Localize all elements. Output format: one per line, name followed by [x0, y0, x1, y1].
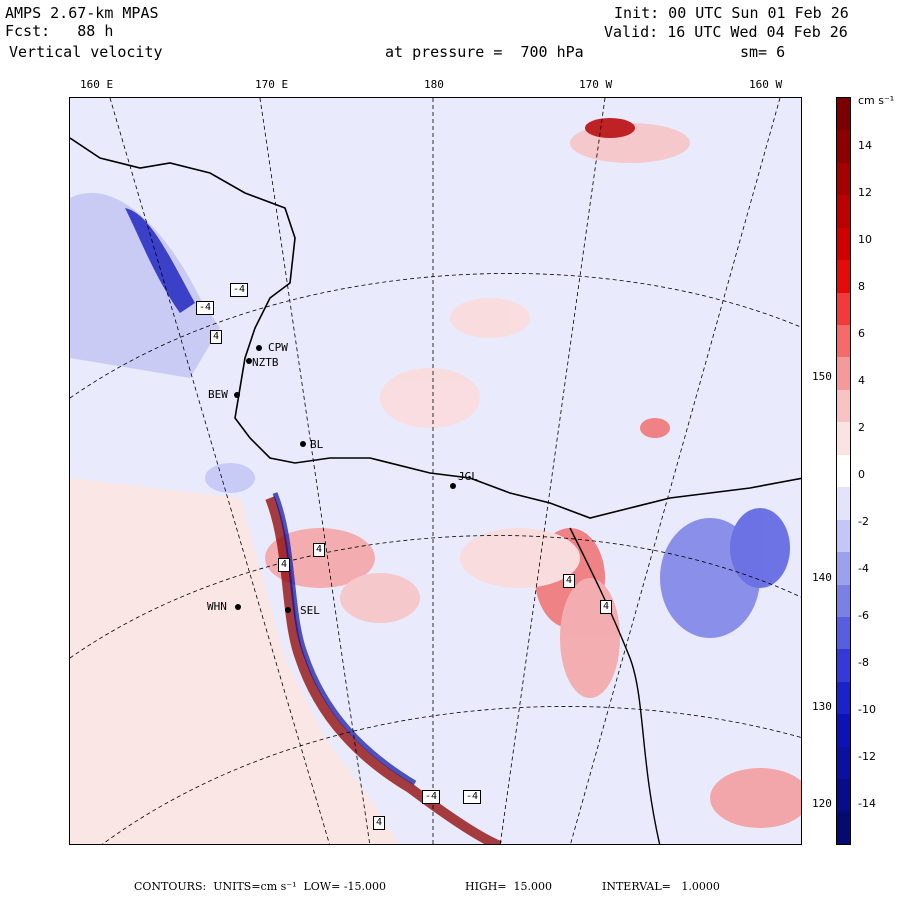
pattern-patches	[205, 118, 801, 828]
colorbar-segment	[837, 746, 850, 780]
colorbar-segment	[837, 519, 850, 553]
colorbar-segment	[837, 325, 850, 358]
colorbar-tick-label: 12	[858, 186, 872, 199]
negative-region-nw	[70, 192, 220, 378]
colorbar-tick-label: -2	[858, 515, 869, 528]
grounding-line	[569, 527, 661, 844]
station-sel: SEL	[300, 604, 320, 617]
station-nztb: NZTB	[252, 356, 279, 369]
colorbar-segment	[837, 260, 850, 294]
colorbar-segment	[837, 779, 850, 813]
colorbar-segment	[837, 389, 850, 423]
lon-label-160e: 160 E	[80, 78, 114, 91]
footer-interval: INTERVAL= 1.0000	[602, 880, 720, 893]
colorbar-segment	[837, 552, 850, 585]
colorbar-segment	[837, 616, 850, 650]
colorbar-tick-label: 2	[858, 421, 865, 434]
station-bl: BL	[310, 438, 324, 451]
extremum-marker: 4	[313, 543, 326, 557]
init-time: Init: 00 UTC Sun 01 Feb 26	[614, 4, 849, 22]
lon-label-170w: 170 W	[579, 78, 613, 91]
colorbar-segment	[837, 487, 850, 521]
colorbar-segment	[837, 422, 850, 456]
pressure-level: at pressure = 700 hPa	[385, 43, 584, 61]
colorbar-segment	[837, 292, 850, 326]
footer-high: HIGH= 15.000	[465, 880, 553, 893]
colorbar-tick-label: -12	[858, 750, 876, 763]
colorbar-segment	[837, 811, 850, 845]
station-jgl: JGL	[458, 470, 478, 483]
extremum-marker: -4	[196, 301, 215, 315]
ridge-blue	[272, 492, 417, 786]
lon-label-180: 180	[424, 78, 444, 91]
colorbar-segment	[837, 681, 850, 715]
extremum-marker: 4	[278, 558, 291, 572]
station-dot-bl	[300, 441, 306, 447]
station-dot-sel	[285, 607, 291, 613]
colorbar-tick-label: 10	[858, 233, 872, 246]
colorbar-tick-label: -10	[858, 703, 876, 716]
colorbar-segment	[837, 714, 850, 748]
colorbar-tick-label: -14	[858, 797, 876, 810]
colorbar-tick-label: -4	[858, 562, 869, 575]
extremum-marker: -4	[230, 283, 249, 297]
coastline	[70, 137, 801, 519]
extremum-marker: 4	[563, 574, 576, 588]
extremum-marker: 4	[600, 600, 613, 614]
colorbar-segment	[837, 357, 850, 391]
ridge-red	[265, 496, 502, 844]
extremum-marker: 4	[373, 816, 386, 830]
colorbar-tick-label: -8	[858, 656, 869, 669]
colorbar-tick-label: 14	[858, 139, 872, 152]
colorbar	[836, 97, 851, 845]
station-bew: BEW	[208, 388, 228, 401]
station-dot-bew	[234, 392, 240, 398]
strong-downward-nw	[125, 208, 195, 313]
colorbar-segment	[837, 454, 850, 488]
model-title: AMPS 2.67-km MPAS	[5, 4, 159, 22]
colorbar-units: cm s⁻¹	[858, 94, 895, 107]
extremum-marker: -4	[463, 790, 482, 804]
station-whn: WHN	[207, 600, 227, 613]
ice-shelf-region	[70, 478, 399, 844]
colorbar-segment	[837, 584, 850, 618]
colorbar-tick-label: 8	[858, 280, 865, 293]
colorbar-tick-label: 0	[858, 468, 865, 481]
vertical-velocity-field	[70, 98, 801, 844]
valid-time: Valid: 16 UTC Wed 04 Feb 26	[604, 23, 848, 41]
footer-contours: CONTOURS: UNITS=cm s⁻¹ LOW= -15.000	[134, 880, 387, 893]
colorbar-segment	[837, 130, 850, 164]
colorbar-segment	[837, 227, 850, 261]
forecast-hour: Fcst: 88 h	[5, 22, 114, 40]
field-name: Vertical velocity	[9, 43, 163, 61]
extremum-marker: -4	[422, 790, 441, 804]
colorbar-segment	[837, 98, 850, 131]
station-dot-whn	[235, 604, 241, 610]
station-dot-jgl	[450, 483, 456, 489]
colorbar-segment	[837, 195, 850, 229]
extremum-marker: 4	[210, 330, 223, 344]
graticule	[70, 98, 801, 844]
colorbar-segment	[837, 649, 850, 683]
colorbar-segment	[837, 162, 850, 196]
station-dot-cpw	[256, 345, 262, 351]
colorbar-tick-label: 4	[858, 374, 865, 387]
colorbar-tick-label: -6	[858, 609, 869, 622]
station-dot-nztb	[246, 358, 252, 364]
station-cpw: CPW	[268, 341, 288, 354]
lon-label-160w: 160 W	[749, 78, 783, 91]
colorbar-tick-label: 6	[858, 327, 865, 340]
map-panel: CPW NZTB BEW BL JGL WHN SEL -4 -4 4 4 4 …	[69, 97, 802, 845]
smoothing: sm= 6	[740, 43, 786, 61]
lon-label-170e: 170 E	[255, 78, 289, 91]
